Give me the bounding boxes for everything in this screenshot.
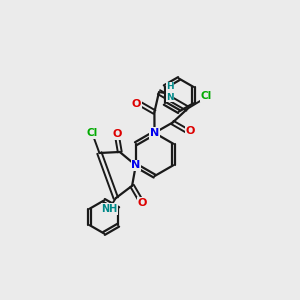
Text: Cl: Cl bbox=[201, 91, 212, 101]
Text: N: N bbox=[131, 160, 140, 170]
Text: Cl: Cl bbox=[86, 128, 98, 138]
Text: O: O bbox=[137, 198, 147, 208]
Text: O: O bbox=[186, 126, 195, 136]
Text: O: O bbox=[112, 129, 122, 139]
Text: N: N bbox=[150, 128, 159, 138]
Text: H
N: H N bbox=[166, 82, 174, 101]
Text: O: O bbox=[132, 99, 141, 109]
Text: NH: NH bbox=[101, 204, 117, 214]
